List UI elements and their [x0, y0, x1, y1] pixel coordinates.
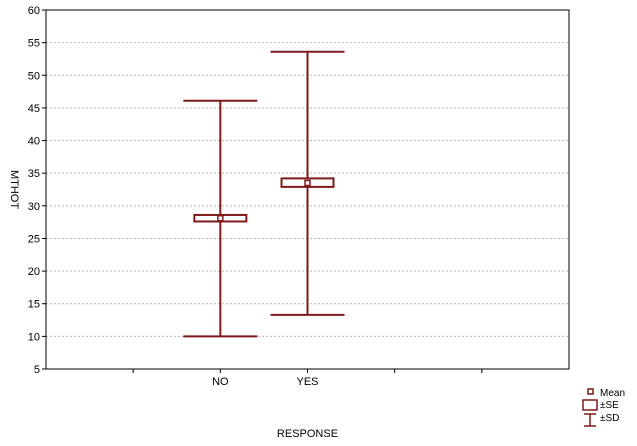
y-tick-label: 60: [28, 5, 40, 17]
y-tick-label: 25: [28, 233, 40, 245]
y-tick-label: 30: [28, 201, 40, 213]
y-tick-label: 40: [28, 136, 40, 148]
mean-marker: [304, 179, 311, 187]
x-tick-label: YES: [296, 376, 318, 388]
legend-se-box: [582, 399, 598, 411]
y-tick-label: 10: [28, 331, 40, 343]
box-group-no: [183, 99, 258, 338]
x-axis-title: RESPONSE: [277, 428, 338, 440]
legend-sd-label: ±SD: [600, 413, 619, 424]
legend-mean-marker: [587, 388, 594, 395]
y-tick-label: 45: [28, 103, 40, 115]
y-tick-label: 50: [28, 70, 40, 82]
axes: 5 10 15 20 25 30 35 40 45 50 55 60 NO YES: [28, 5, 483, 388]
plot-marks: [183, 50, 345, 338]
y-tick-label: 5: [34, 364, 40, 376]
legend-sd-whisker: [584, 413, 596, 427]
y-axis-title: MTHOT: [8, 170, 20, 209]
mean-marker: [217, 214, 224, 222]
x-tick-label: NO: [212, 376, 229, 388]
y-tick-label: 15: [28, 299, 40, 311]
y-tick-label: 20: [28, 266, 40, 278]
legend: Mean ±SE ±SD: [582, 388, 625, 427]
y-tick-label: 55: [28, 38, 40, 50]
box-group-yes: [270, 50, 345, 316]
y-tick-label: 35: [28, 168, 40, 180]
legend-se-label: ±SE: [600, 400, 619, 411]
legend-mean-label: Mean: [600, 388, 625, 399]
